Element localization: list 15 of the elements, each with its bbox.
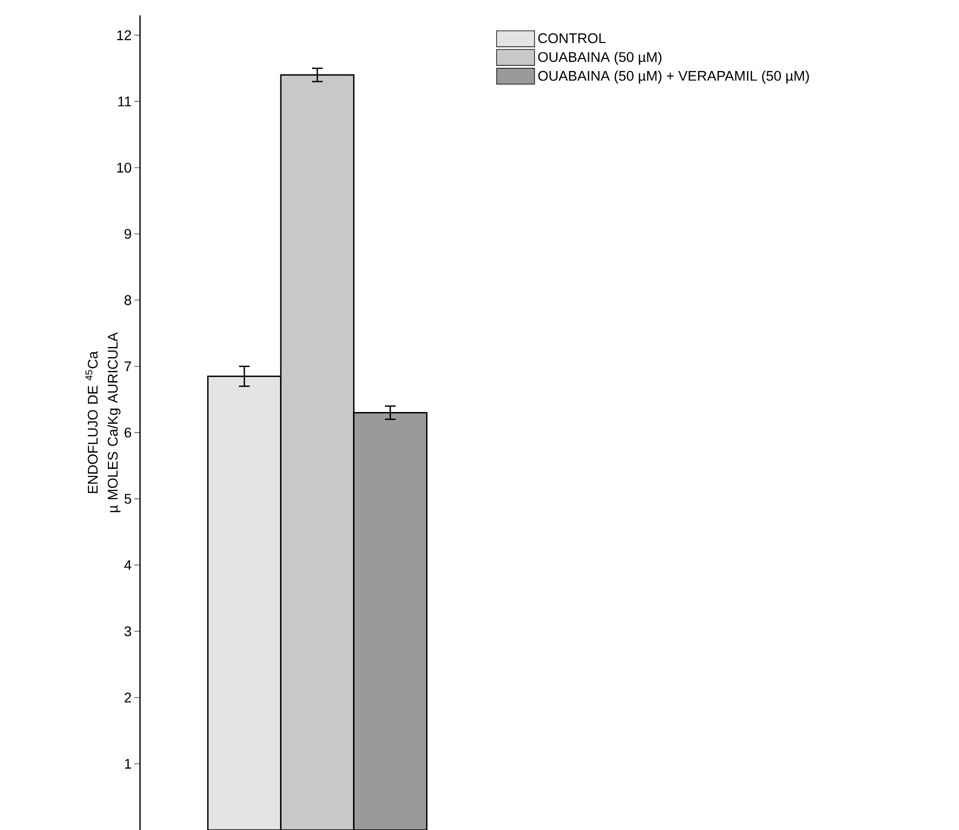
y-tick-label: 7 — [124, 362, 132, 372]
y-tick-label: 12 — [117, 30, 132, 40]
y-tick-label: 3 — [124, 626, 132, 636]
y-tick-label: 4 — [124, 560, 132, 570]
y-tick-label: 5 — [124, 494, 132, 504]
y-tick-label: 8 — [124, 295, 132, 306]
legend-label: CONTROL — [538, 33, 606, 44]
y-tick-label: 9 — [124, 228, 132, 239]
legend-label: OUABAINA (50 µM) + VERAPAMIL (50 µM) — [538, 70, 809, 84]
y-tick-label: 10 — [117, 162, 132, 173]
y-tick-label: 2 — [124, 692, 132, 702]
y-tick-label: 6 — [124, 428, 132, 438]
legend-label: OUABAINA (50 µM) — [538, 52, 662, 65]
y-tick-label: 1 — [125, 758, 132, 769]
y-tick-label: 11 — [118, 96, 132, 106]
